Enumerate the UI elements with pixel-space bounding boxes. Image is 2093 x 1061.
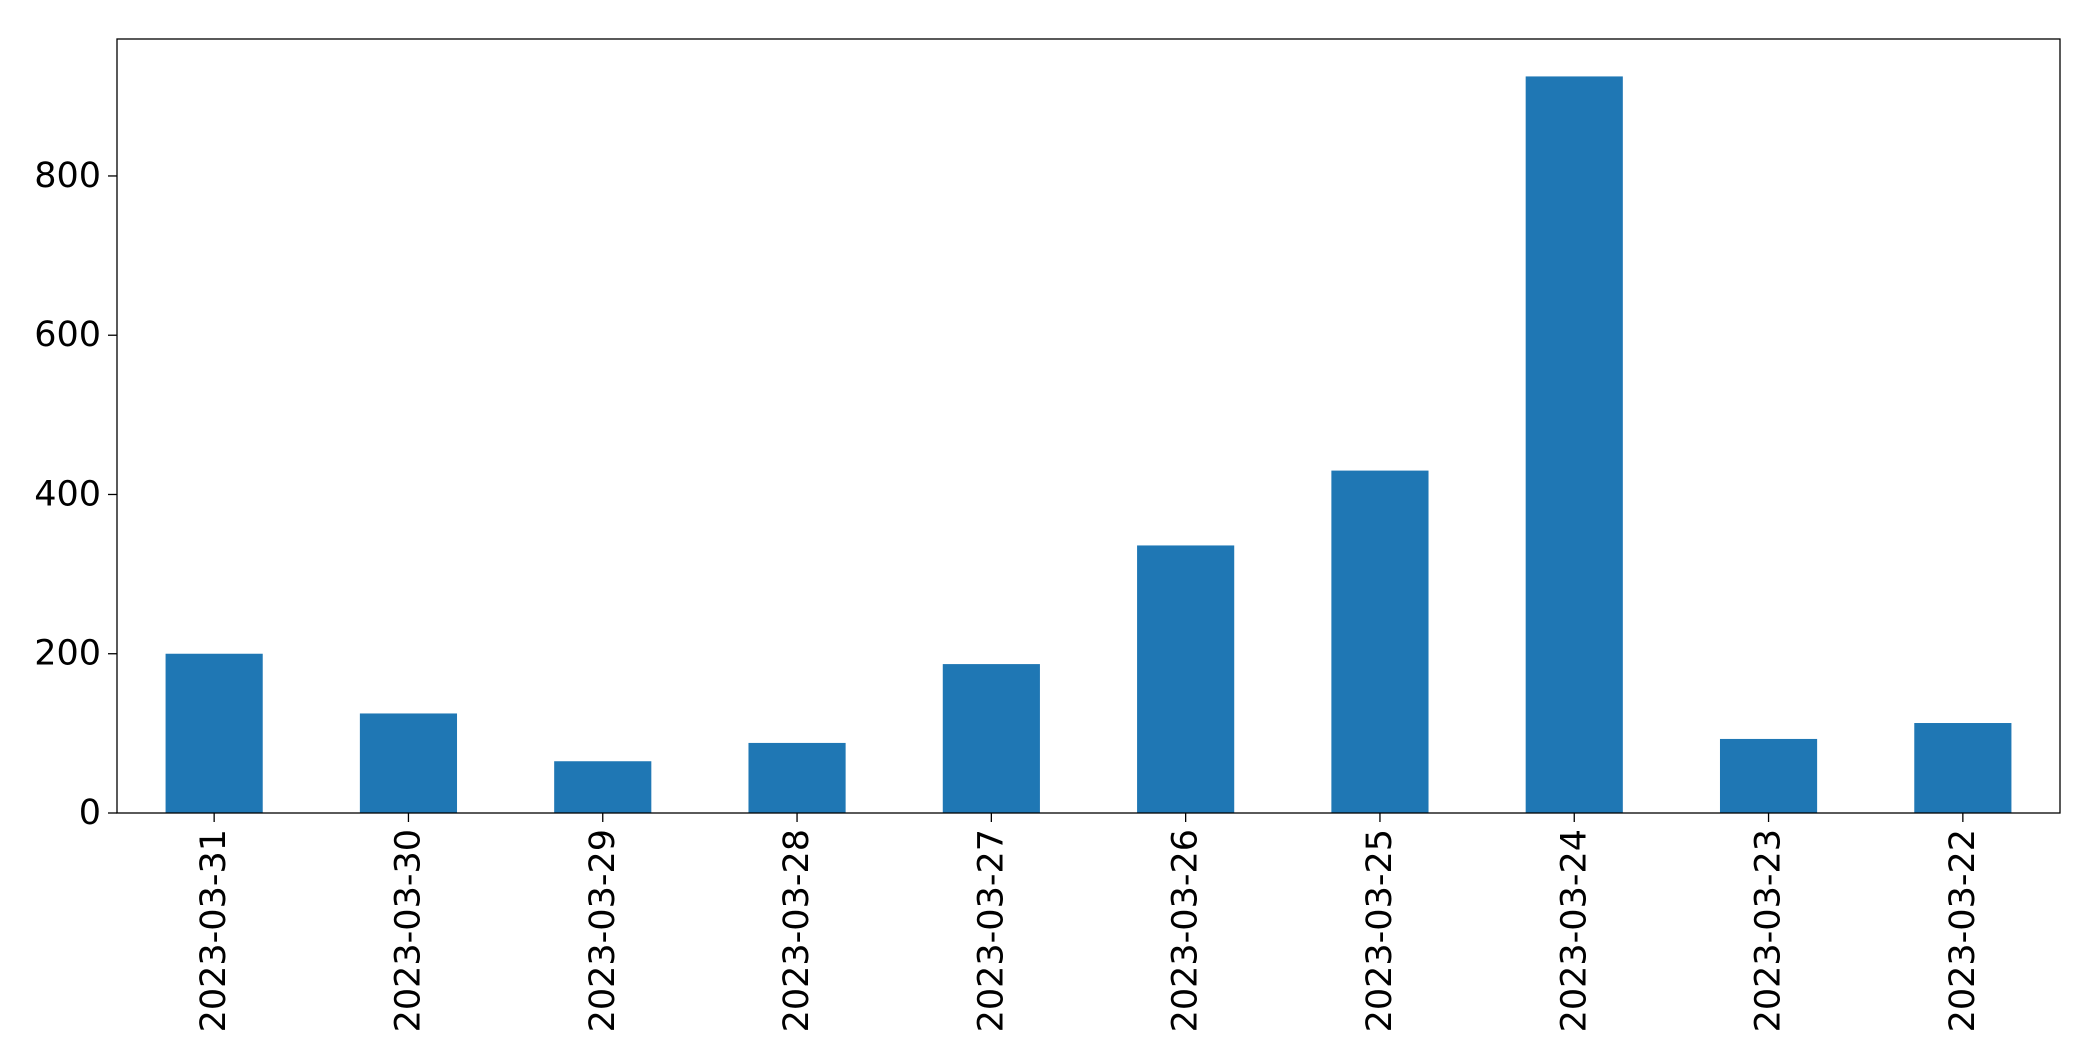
x-tick-label: 2023-03-25: [1360, 829, 1400, 1032]
bars-group: [165, 76, 2012, 814]
bar-2023-03-31: [165, 653, 263, 813]
x-tick-label: 2023-03-27: [971, 829, 1011, 1032]
x-tick-label: 2023-03-28: [777, 829, 817, 1032]
x-tick-label: 2023-03-30: [388, 829, 428, 1032]
x-tick-label: 2023-03-23: [1749, 829, 1789, 1032]
x-tick-label: 2023-03-22: [1943, 829, 1983, 1032]
x-tick-label: 2023-03-26: [1166, 829, 1206, 1032]
y-tick-label: 800: [34, 156, 101, 196]
x-tick-label: 2023-03-31: [194, 829, 234, 1032]
y-axis: 0 200 400 600 800: [34, 156, 117, 833]
plot-frame: [116, 38, 2061, 814]
y-tick-label: 400: [34, 474, 101, 514]
y-tick-label: 600: [34, 315, 101, 355]
x-tick-label: 2023-03-24: [1554, 829, 1594, 1032]
bar-2023-03-28: [748, 742, 846, 813]
y-tick-label: 200: [34, 634, 101, 674]
bar-2023-03-22: [1914, 723, 2012, 813]
bar-2023-03-23: [1719, 738, 1818, 813]
y-tick-label: 0: [79, 793, 101, 833]
bar-2023-03-24: [1525, 76, 1623, 814]
bar-2023-03-30: [359, 713, 458, 813]
bar-2023-03-27: [942, 664, 1040, 813]
bar-2023-03-25: [1331, 470, 1429, 813]
x-tick-label: 2023-03-29: [583, 829, 623, 1032]
bar-2023-03-29: [554, 761, 652, 813]
bar-2023-03-26: [1137, 545, 1235, 813]
x-axis: 2023-03-31 2023-03-30 2023-03-29 2023-03-28…: [194, 813, 1983, 1032]
